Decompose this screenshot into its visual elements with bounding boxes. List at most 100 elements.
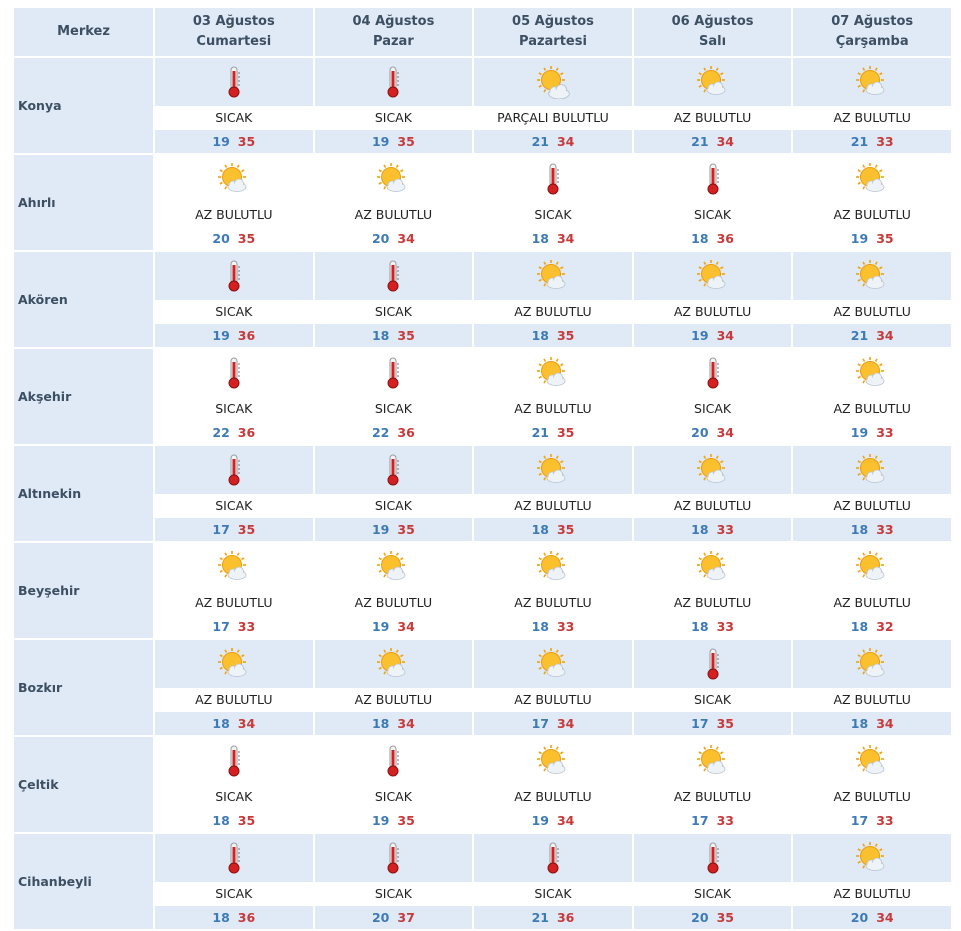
condition-label: AZ BULUTLU	[793, 688, 951, 712]
day-forecast-cell: AZ BULUTLU 19 33	[793, 349, 951, 444]
max-temp: 36	[716, 231, 734, 246]
min-temp: 18	[212, 813, 230, 828]
day-forecast-cell: SICAK 18 36	[633, 155, 792, 250]
temperature-range: 19 35	[314, 518, 473, 541]
city-row: Beyşehir AZ BULUTLU 17 33 AZ BULUTLU 19 34 AZ B…	[14, 543, 951, 638]
temperature-range: 18 35	[474, 324, 632, 347]
condition-label: SICAK	[633, 882, 792, 906]
max-temp: 33	[237, 619, 256, 634]
city-name: Bozkır	[14, 640, 153, 735]
max-temp: 35	[556, 522, 575, 537]
forecast-table: Merkez 03 Ağustos Cumartesi 04 Ağustos Paz…	[12, 6, 953, 931]
temperature-range: 17 35	[155, 518, 313, 541]
day-forecast-cell: SICAK 20 35	[633, 834, 792, 929]
day-forecast-cell: SICAK 18 35	[314, 252, 473, 347]
day-forecast-cell: AZ BULUTLU 18 34	[155, 640, 313, 735]
mostly-sunny-icon	[793, 58, 951, 106]
mostly-sunny-icon	[314, 543, 473, 591]
day-forecast-cell: SICAK 19 35	[314, 446, 473, 541]
thermometer-hot-icon	[155, 834, 313, 882]
temperature-range: 22 36	[314, 421, 473, 444]
temperature-range: 18 34	[155, 712, 313, 735]
condition-label: AZ BULUTLU	[793, 494, 951, 518]
max-temp: 34	[876, 716, 894, 731]
thermometer-hot-icon	[155, 446, 313, 494]
condition-label: AZ BULUTLU	[474, 688, 632, 712]
max-temp: 35	[397, 813, 415, 828]
day-forecast-cell: AZ BULUTLU 18 35	[474, 446, 632, 541]
condition-label: SICAK	[474, 882, 632, 906]
city-row: Çeltik SICAK 18 35 SICAK 19 35 AZ BULUTLU 19 34 AZ…	[14, 737, 951, 832]
day-forecast-cell: SICAK 17 35	[633, 640, 792, 735]
day-forecast-cell: AZ BULUTLU 21 34	[793, 252, 951, 347]
mostly-sunny-icon	[793, 737, 951, 785]
min-temp: 21	[531, 134, 549, 149]
thermometer-hot-icon	[155, 737, 313, 785]
mostly-sunny-icon	[633, 543, 792, 591]
temperature-range: 18 34	[314, 712, 473, 735]
mostly-sunny-icon	[793, 155, 951, 203]
thermometer-hot-icon	[633, 834, 792, 882]
day-date: 07 Ağustos	[831, 14, 914, 29]
mostly-sunny-icon	[155, 155, 313, 203]
day-forecast-cell: AZ BULUTLU 18 35	[474, 252, 632, 347]
condition-label: SICAK	[314, 106, 473, 130]
mostly-sunny-icon	[474, 543, 632, 591]
day-header-4: 06 Ağustos Salı	[633, 8, 792, 56]
min-temp: 18	[212, 910, 230, 925]
max-temp: 35	[716, 910, 734, 925]
day-forecast-cell: SICAK 19 35	[155, 58, 313, 153]
max-temp: 34	[876, 910, 894, 925]
day-forecast-cell: AZ BULUTLU 18 33	[793, 446, 951, 541]
min-temp: 19	[531, 813, 549, 828]
thermometer-hot-icon	[633, 640, 792, 688]
temperature-range: 20 35	[155, 227, 313, 250]
thermometer-hot-icon	[474, 834, 632, 882]
max-temp: 36	[237, 910, 256, 925]
condition-label: SICAK	[155, 106, 313, 130]
thermometer-hot-icon	[633, 349, 792, 397]
max-temp: 33	[716, 522, 734, 537]
day-weekday: Cumartesi	[196, 34, 272, 49]
mostly-sunny-icon	[793, 640, 951, 688]
header-row: Merkez 03 Ağustos Cumartesi 04 Ağustos Paz…	[14, 8, 951, 56]
max-temp: 34	[556, 716, 575, 731]
mostly-sunny-icon	[793, 834, 951, 882]
day-forecast-cell: SICAK 22 36	[314, 349, 473, 444]
thermometer-hot-icon	[633, 155, 792, 203]
temperature-range: 19 34	[633, 324, 792, 347]
max-temp: 34	[716, 134, 734, 149]
min-temp: 18	[212, 716, 230, 731]
day-forecast-cell: AZ BULUTLU 18 34	[793, 640, 951, 735]
min-temp: 20	[371, 231, 390, 246]
day-forecast-cell: AZ BULUTLU 17 33	[633, 737, 792, 832]
temperature-range: 18 33	[474, 615, 632, 638]
min-temp: 20	[691, 910, 709, 925]
day-forecast-cell: AZ BULUTLU 19 34	[314, 543, 473, 638]
temperature-range: 17 33	[155, 615, 313, 638]
mostly-sunny-icon	[155, 543, 313, 591]
max-temp: 33	[556, 619, 575, 634]
condition-label: AZ BULUTLU	[474, 300, 632, 324]
forecast-container: Merkez 03 Ağustos Cumartesi 04 Ağustos Paz…	[14, 8, 955, 931]
condition-label: AZ BULUTLU	[155, 591, 313, 615]
thermometer-hot-icon	[314, 834, 473, 882]
condition-label: AZ BULUTLU	[633, 785, 792, 809]
mostly-sunny-icon	[474, 446, 632, 494]
min-temp: 17	[850, 813, 869, 828]
day-forecast-cell: AZ BULUTLU 21 35	[474, 349, 632, 444]
day-forecast-cell: SICAK 22 36	[155, 349, 313, 444]
city-name: Beyşehir	[14, 543, 153, 638]
mostly-sunny-icon	[633, 446, 792, 494]
max-temp: 34	[716, 328, 734, 343]
temperature-range: 18 32	[793, 615, 951, 638]
day-forecast-cell: AZ BULUTLU 20 34	[314, 155, 473, 250]
day-forecast-cell: SICAK 18 36	[155, 834, 313, 929]
day-forecast-cell: SICAK 20 37	[314, 834, 473, 929]
thermometer-hot-icon	[155, 58, 313, 106]
condition-label: AZ BULUTLU	[633, 106, 792, 130]
condition-label: AZ BULUTLU	[793, 106, 951, 130]
temperature-range: 20 34	[633, 421, 792, 444]
max-temp: 35	[397, 134, 415, 149]
condition-label: AZ BULUTLU	[793, 397, 951, 421]
